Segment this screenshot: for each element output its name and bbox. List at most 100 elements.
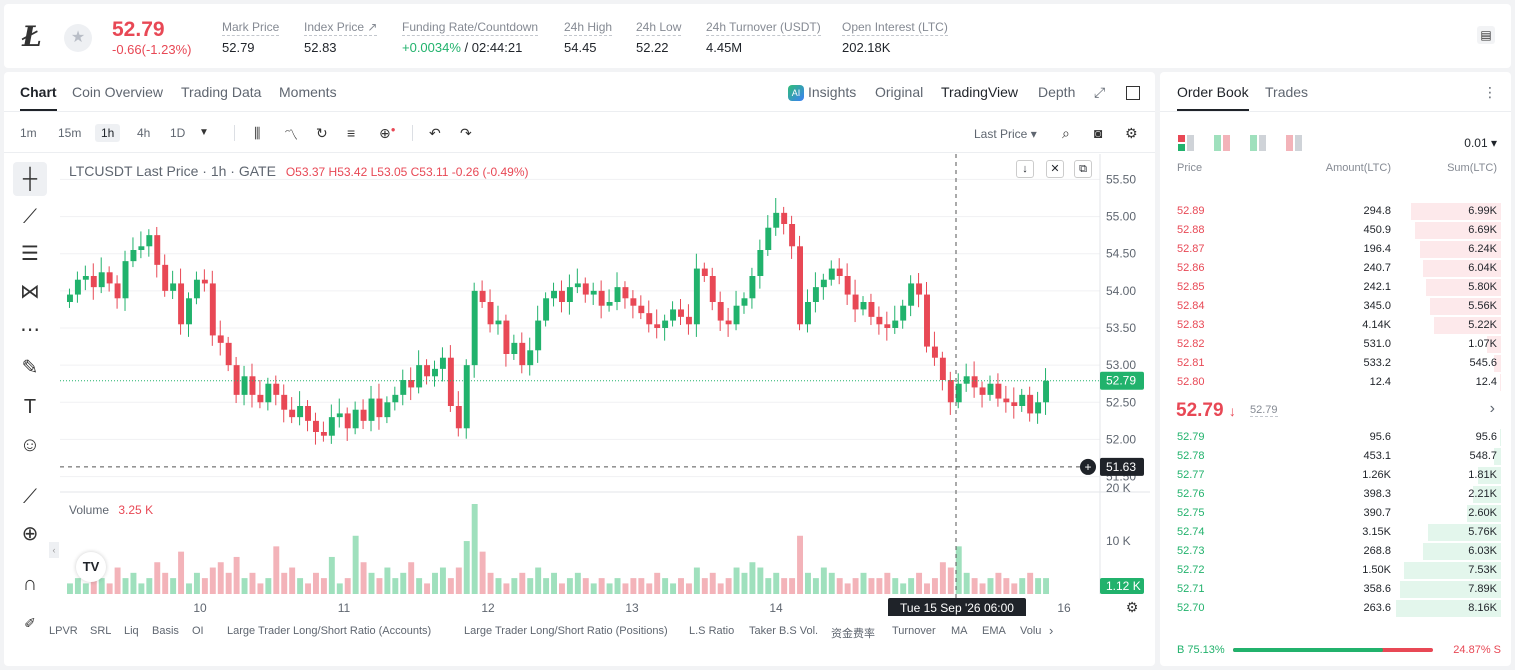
tradingview-logo-icon[interactable]: TV — [76, 552, 106, 582]
redo-icon[interactable]: ↷ — [460, 125, 472, 141]
bid-row[interactable]: 52.70 263.6 8.16K — [1160, 599, 1511, 618]
undo-icon[interactable]: ↶ — [429, 125, 441, 141]
eraser-tool-icon[interactable]: ✐ — [24, 615, 36, 631]
stat-open-interest[interactable]: Open Interest (LTC) 202.18K — [842, 20, 948, 55]
bid-row[interactable]: 52.77 1.26K 1.81K — [1160, 466, 1511, 485]
template-icon[interactable]: ≡ — [347, 125, 356, 141]
expand-icon[interactable]: ⤢ — [1094, 84, 1106, 100]
indicator-funding-rate[interactable]: 资金费率 — [831, 628, 875, 640]
view-depth[interactable]: Depth — [1038, 84, 1076, 100]
candle-body — [98, 272, 105, 288]
bid-row[interactable]: 52.72 1.50K 7.53K — [1160, 561, 1511, 580]
indicator-turnover[interactable]: Turnover — [892, 625, 936, 637]
horizontal-lines-tool-icon[interactable]: ☰ — [21, 243, 39, 265]
precision-select[interactable]: 0.01 ▾ — [1464, 136, 1497, 150]
pattern-tool-icon[interactable]: ⋈ — [20, 281, 40, 303]
candle-body — [209, 283, 216, 336]
fullscreen-icon[interactable] — [1126, 86, 1140, 100]
indicator-basis[interactable]: Basis — [152, 625, 179, 637]
bid-row[interactable]: 52.71 358.6 7.89K — [1160, 580, 1511, 599]
timeframe-15m[interactable]: 15m — [58, 126, 82, 140]
collapse-icon[interactable]: ✕ — [1046, 160, 1064, 178]
bid-row[interactable]: 52.73 268.8 6.03K — [1160, 542, 1511, 561]
stat-index-price[interactable]: Index Price ↗ 52.83 — [304, 20, 378, 55]
ask-row[interactable]: 52.87 196.4 6.24K — [1160, 240, 1511, 259]
more-icon[interactable]: ⋮ — [1483, 84, 1497, 100]
bid-price: 52.77 — [1177, 469, 1205, 481]
book-icon[interactable]: ▤ — [1477, 26, 1495, 44]
scroll-down-icon[interactable]: ↓ — [1016, 160, 1034, 178]
timeframe-1d[interactable]: 1D — [170, 126, 186, 140]
favorite-star-icon[interactable]: ★ — [64, 24, 92, 52]
timeframe-dropdown-icon[interactable]: ▼ — [199, 127, 209, 138]
ruler-tool-icon[interactable]: ⟋ — [23, 486, 37, 508]
bid-row[interactable]: 52.76 398.3 2.21K — [1160, 485, 1511, 504]
price-type-select[interactable]: Last Price ▾ — [974, 127, 1037, 141]
ask-row[interactable]: 52.89 294.8 6.99K — [1160, 202, 1511, 221]
tab-moments[interactable]: Moments — [279, 84, 337, 100]
ask-row[interactable]: 52.80 12.4 12.4 — [1160, 373, 1511, 392]
view-split-icon[interactable] — [1214, 135, 1232, 151]
indicators-icon[interactable]: 〽 — [284, 127, 298, 143]
tab-trades[interactable]: Trades — [1265, 84, 1309, 100]
trendline-tool-icon[interactable]: ⟋ — [23, 206, 37, 228]
collapse-left-icon[interactable]: ‹ — [49, 542, 59, 558]
screenshot-icon[interactable]: ◙ — [1094, 125, 1103, 141]
insights-button[interactable]: AI Insights — [788, 84, 856, 101]
tab-chart[interactable]: Chart — [20, 84, 57, 111]
indicator-ltsr-positions[interactable]: Large Trader Long/Short Ratio (Positions… — [464, 625, 668, 637]
replay-icon[interactable]: ↻ — [316, 125, 328, 141]
indicator-volume[interactable]: Volu — [1020, 625, 1042, 637]
ask-row[interactable]: 52.82 531.0 1.07K — [1160, 335, 1511, 354]
bid-row[interactable]: 52.75 390.7 2.60K — [1160, 504, 1511, 523]
ask-row[interactable]: 52.86 240.7 6.04K — [1160, 259, 1511, 278]
indicator-liq[interactable]: Liq — [124, 625, 139, 637]
brush-tool-icon[interactable]: ✎ — [21, 357, 39, 379]
indicator-ltsr-accounts[interactable]: Large Trader Long/Short Ratio (Accounts) — [227, 625, 432, 637]
fib-tool-icon[interactable]: ⋯ — [20, 319, 40, 341]
view-original[interactable]: Original — [875, 84, 924, 100]
indicator-ma[interactable]: MA — [951, 625, 968, 637]
ask-row[interactable]: 52.85 242.1 5.80K — [1160, 278, 1511, 297]
zoom-tool-icon[interactable]: ⊕ — [21, 523, 39, 545]
tab-order-book[interactable]: Order Book — [1177, 84, 1249, 111]
candle-body — [908, 283, 915, 306]
indicator-lpvr[interactable]: LPVR — [49, 625, 78, 637]
bid-row[interactable]: 52.79 95.6 95.6 — [1160, 428, 1511, 447]
add-alert-icon[interactable]: ⊕● — [379, 125, 396, 141]
ask-row[interactable]: 52.83 4.14K 5.22K — [1160, 316, 1511, 335]
indicator-oi[interactable]: OI — [192, 625, 204, 637]
indicator-srl[interactable]: SRL — [90, 625, 112, 637]
ask-row[interactable]: 52.81 533.2 545.6 — [1160, 354, 1511, 373]
ask-row[interactable]: 52.88 450.9 6.69K — [1160, 221, 1511, 240]
tab-trading-data[interactable]: Trading Data — [181, 84, 262, 100]
magnet-tool-icon[interactable]: ∩ — [22, 573, 38, 595]
timeframe-1m[interactable]: 1m — [20, 126, 37, 140]
tab-coin-overview[interactable]: Coin Overview — [72, 84, 164, 100]
view-tradingview[interactable]: TradingView — [941, 84, 1019, 100]
text-tool-icon[interactable]: T — [23, 396, 37, 418]
stat-funding-rate[interactable]: Funding Rate/Countdown +0.0034% / 02:44:… — [402, 20, 539, 55]
layout-icon[interactable]: ⧉ — [1074, 160, 1092, 178]
candle-type-icon[interactable]: ⫼ — [254, 125, 261, 141]
view-both-icon[interactable] — [1178, 135, 1196, 151]
view-asks-icon[interactable] — [1286, 135, 1304, 151]
indicator-ema[interactable]: EMA — [982, 625, 1006, 637]
timeframe-4h[interactable]: 4h — [137, 126, 151, 140]
view-bids-icon[interactable] — [1250, 135, 1268, 151]
price-chart[interactable]: 55.50 55.00 54.50 54.00 53.50 53.00 52.50 52.00… — [60, 154, 1150, 616]
bid-row[interactable]: 52.74 3.15K 5.76K — [1160, 523, 1511, 542]
search-icon[interactable]: ⌕ — [1062, 125, 1070, 141]
settings-gear-icon[interactable]: ⚙ — [1125, 125, 1138, 141]
timeframe-1h[interactable]: 1h — [95, 124, 121, 142]
volume-tag: 1.12 K — [1106, 579, 1141, 593]
chevron-right-icon[interactable]: › — [1489, 400, 1495, 417]
emoji-tool-icon[interactable]: ☺ — [19, 434, 41, 456]
indicator-ls-ratio[interactable]: L.S Ratio — [689, 625, 735, 637]
bid-row[interactable]: 52.78 453.1 548.7 — [1160, 447, 1511, 466]
indicator-taker-vol[interactable]: Taker B.S Vol. — [749, 625, 819, 637]
stat-mark-price[interactable]: Mark Price 52.79 — [222, 20, 280, 55]
crosshair-tool-icon[interactable]: ┼ — [13, 162, 47, 196]
scroll-right-icon[interactable]: › — [1049, 623, 1054, 638]
ask-row[interactable]: 52.84 345.0 5.56K — [1160, 297, 1511, 316]
